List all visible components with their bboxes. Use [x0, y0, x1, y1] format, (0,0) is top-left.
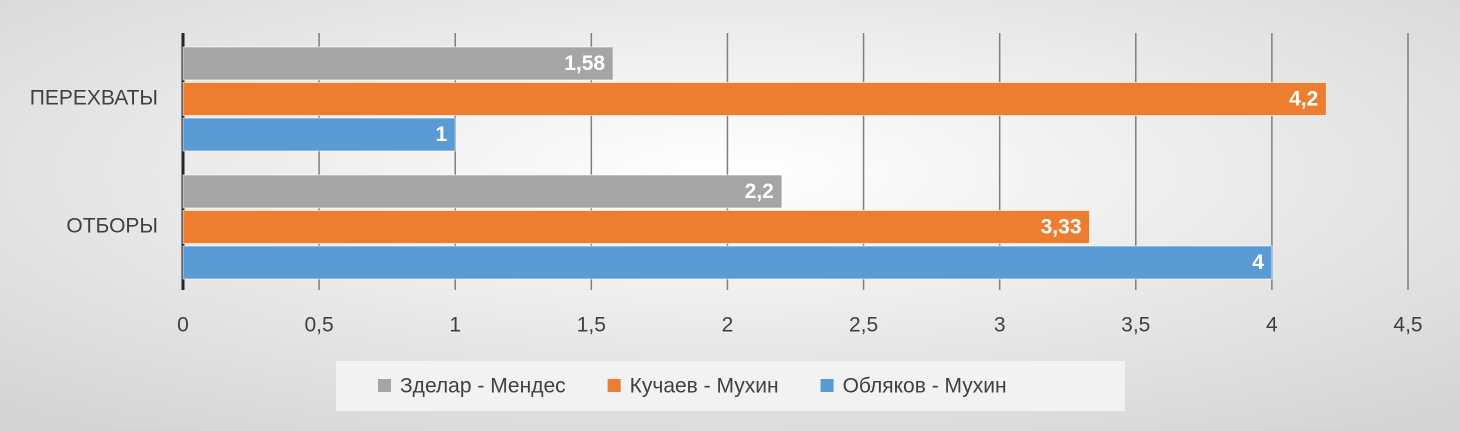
bar: [182, 82, 1327, 116]
x-tick-label: 3: [994, 314, 1006, 337]
data-label: 1,58: [564, 52, 605, 75]
legend-swatch: [820, 379, 834, 392]
x-tick-label: 1: [449, 314, 461, 337]
data-label: 4: [1252, 251, 1264, 274]
bar: [182, 117, 456, 152]
y-tick-label: ПЕРЕХВАТЫ: [30, 87, 158, 110]
x-tick-label: 1,5: [577, 314, 606, 337]
x-tick-label: 3,5: [1121, 314, 1150, 337]
bar: [182, 210, 1090, 244]
bar: [182, 46, 614, 81]
bar: [182, 245, 1273, 280]
x-tick-label: 4,5: [1393, 314, 1422, 337]
legend-swatch: [378, 379, 391, 392]
data-label: 3,33: [1041, 216, 1082, 239]
data-label: 2,2: [745, 180, 774, 203]
x-tick-label: 4: [1266, 314, 1278, 337]
x-tick-label: 0,5: [305, 314, 334, 337]
x-tick-label: 2,5: [849, 314, 878, 337]
legend-label: Обляков - Мухин: [843, 375, 1007, 398]
data-label: 1: [436, 123, 448, 146]
bar: [182, 174, 783, 209]
legend-label: Зделар - Мендес: [400, 375, 566, 398]
data-label: 4,2: [1289, 88, 1318, 111]
x-tick-label: 2: [722, 314, 734, 337]
legend-swatch: [607, 379, 621, 392]
x-tick-label: 0: [177, 314, 189, 337]
y-tick-label: ОТБОРЫ: [66, 215, 158, 238]
legend-label: Кучаев - Мухин: [630, 375, 779, 398]
legend-box: [336, 361, 1125, 411]
